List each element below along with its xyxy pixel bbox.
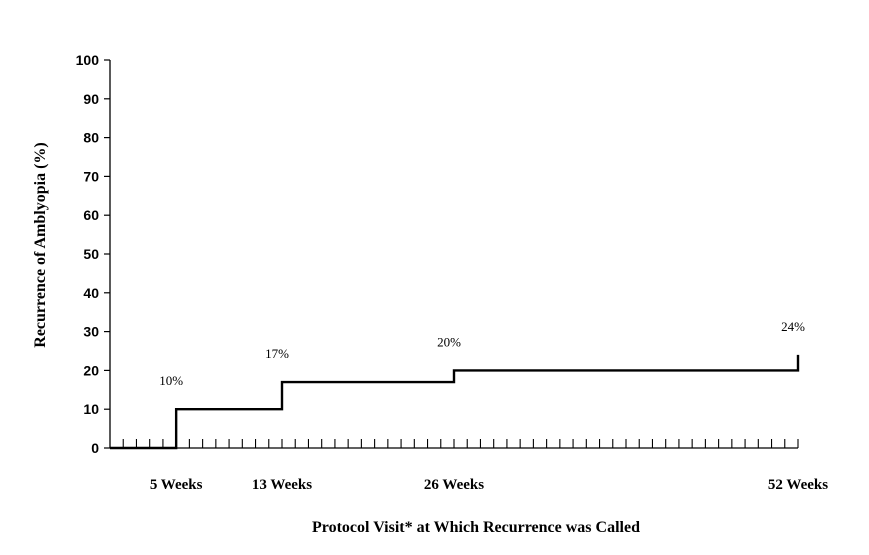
data-label: 24% bbox=[781, 319, 805, 334]
y-tick-label: 40 bbox=[83, 285, 99, 301]
x-tick-label: 13 Weeks bbox=[252, 477, 312, 493]
data-labels: 10% 17% 20% 24% bbox=[159, 319, 805, 388]
y-tick-label: 60 bbox=[83, 207, 99, 223]
series bbox=[110, 354, 800, 450]
x-axis-title: Protocol Visit* at Which Recurrence was … bbox=[312, 519, 640, 536]
y-tick-label: 70 bbox=[83, 168, 99, 184]
y-tick-label: 0 bbox=[91, 440, 99, 456]
y-tick-label: 30 bbox=[83, 324, 99, 340]
data-label: 20% bbox=[437, 334, 461, 349]
y-tick-label: 50 bbox=[83, 246, 99, 262]
y-tick-label: 90 bbox=[83, 91, 99, 107]
y-axis: 0 10 20 30 40 50 60 70 80 90 100 bbox=[76, 52, 111, 456]
y-tick-label: 80 bbox=[83, 130, 99, 146]
x-tick-label: 5 Weeks bbox=[150, 477, 203, 493]
y-tick-label: 100 bbox=[76, 52, 100, 68]
x-tick-label: 52 Weeks bbox=[768, 477, 828, 493]
x-axis: 5 Weeks 13 Weeks 26 Weeks 52 Weeks bbox=[110, 439, 828, 493]
step-line bbox=[110, 354, 800, 450]
y-tick-label: 20 bbox=[83, 362, 99, 378]
data-label: 17% bbox=[265, 346, 289, 361]
y-tick-label: 10 bbox=[83, 401, 99, 417]
x-tick-label: 26 Weeks bbox=[424, 477, 484, 493]
y-axis-title: Recurrence of Amblyopia (%) bbox=[32, 142, 49, 347]
data-label: 10% bbox=[159, 373, 183, 388]
